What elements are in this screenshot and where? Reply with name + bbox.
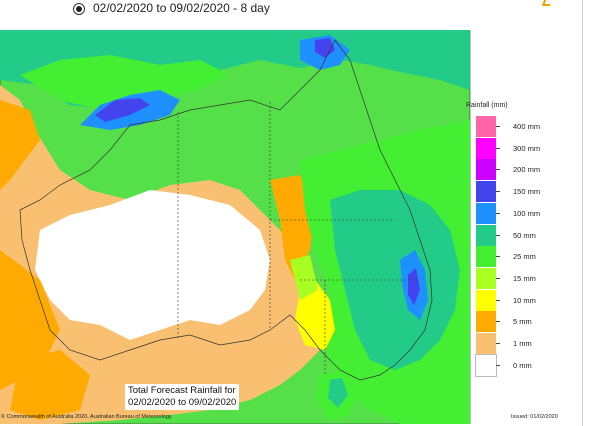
rainfall-map: Rainfall (mm) 400 mm 300 mm 200 mm 150 mm 10… — [0, 30, 580, 424]
legend-swatch — [476, 202, 496, 224]
legend-swatch — [476, 311, 496, 333]
legend-tick — [496, 191, 500, 193]
legend-label: 400 mm — [513, 122, 541, 131]
legend-label: 200 mm — [513, 165, 541, 175]
corner-mark-icon — [541, 0, 553, 6]
panel-divider — [582, 0, 583, 426]
legend-tick — [496, 321, 500, 323]
period-selector: 02/02/2020 to 09/02/2020 - 8 day — [0, 0, 591, 27]
legend-swatch — [476, 181, 496, 203]
legend-tick — [496, 126, 500, 127]
legend-item: 400 mm — [476, 116, 576, 137]
legend-swatch — [476, 246, 496, 268]
legend-label: 5 mm — [513, 317, 532, 327]
legend-label: 15 mm — [513, 273, 536, 283]
legend-swatch — [476, 267, 496, 289]
map-title: Total Forecast Rainfall for 02/02/2020 t… — [125, 384, 240, 410]
rainfall-map-canvas — [0, 30, 580, 424]
legend-item: 200 mm — [476, 159, 576, 181]
legend-title: Rainfall (mm) — [466, 102, 508, 109]
legend-swatch — [476, 159, 496, 181]
legend-label: 100 mm — [513, 208, 541, 218]
legend-tick — [496, 299, 500, 301]
legend-tick — [496, 277, 500, 279]
legend-label: 1 mm — [513, 339, 532, 348]
issued-date: Issued: 01/02/2020 — [511, 414, 558, 420]
legend-swatch — [476, 333, 496, 354]
legend-item: 150 mm — [476, 181, 576, 203]
legend-label: 25 mm — [513, 252, 536, 262]
legend-swatch — [476, 224, 496, 246]
copyright-text: © Commonwealth of Australia 2020, Austra… — [1, 414, 172, 420]
legend-item: 300 mm — [476, 137, 576, 159]
legend-label: 300 mm — [513, 143, 541, 153]
legend-item: 50 mm — [476, 224, 576, 246]
legend-item: 1 mm — [476, 333, 576, 354]
legend-tick — [496, 343, 500, 344]
map-title-line1: Total Forecast Rainfall for — [128, 385, 236, 396]
legend-label: 10 mm — [513, 295, 536, 305]
legend-item: 10 mm — [476, 289, 576, 311]
legend-swatch — [476, 116, 496, 137]
period-radio-label[interactable]: 02/02/2020 to 09/02/2020 - 8 day — [93, 1, 270, 15]
legend-item: 100 mm — [476, 202, 576, 224]
legend-item: 25 mm — [476, 246, 576, 268]
legend-swatch — [476, 137, 496, 159]
legend-item: 15 mm — [476, 267, 576, 289]
legend-tick — [496, 212, 500, 214]
legend-label: 50 mm — [513, 230, 536, 240]
legend-tick — [496, 169, 500, 171]
legend-label: 0 mm — [513, 360, 532, 370]
legend-swatch — [476, 289, 496, 311]
legend-tick — [496, 147, 500, 149]
legend-tick — [496, 256, 500, 258]
map-title-line2: 02/02/2020 to 09/02/2020 — [128, 397, 237, 408]
legend-item: 0 mm — [475, 353, 576, 377]
legend-item: 5 mm — [476, 311, 576, 333]
legend-label: 150 mm — [513, 187, 541, 197]
legend-tick — [496, 364, 500, 366]
period-radio-button[interactable] — [73, 3, 85, 15]
legend-tick — [496, 234, 500, 236]
legend-swatch — [475, 353, 497, 377]
rainfall-legend: Rainfall (mm) 400 mm 300 mm 200 mm 150 mm 10… — [466, 94, 578, 394]
